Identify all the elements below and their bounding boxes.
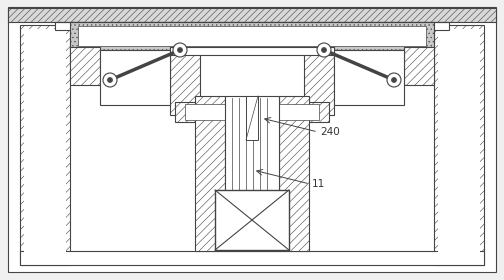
Bar xyxy=(334,50,404,105)
Circle shape xyxy=(317,43,331,57)
Bar xyxy=(175,102,329,122)
Bar xyxy=(185,104,319,120)
Bar xyxy=(78,26,426,46)
Bar xyxy=(170,47,334,55)
Circle shape xyxy=(387,73,401,87)
Bar xyxy=(55,22,449,30)
Circle shape xyxy=(103,73,117,87)
Circle shape xyxy=(177,48,182,53)
Bar xyxy=(279,96,309,251)
Circle shape xyxy=(322,48,327,53)
Bar xyxy=(8,8,496,22)
Text: 11: 11 xyxy=(312,179,325,189)
Text: 240: 240 xyxy=(320,127,340,137)
Bar xyxy=(170,47,200,115)
Bar xyxy=(100,50,170,105)
Bar xyxy=(20,25,70,265)
Circle shape xyxy=(392,78,397,83)
Bar xyxy=(304,47,334,115)
Bar xyxy=(70,25,434,251)
Bar xyxy=(20,251,484,265)
Bar xyxy=(215,190,289,250)
Bar xyxy=(246,96,258,140)
Bar xyxy=(438,29,480,261)
Circle shape xyxy=(107,78,112,83)
Bar xyxy=(195,96,225,251)
Bar xyxy=(24,29,66,261)
Circle shape xyxy=(173,43,187,57)
Bar xyxy=(70,47,100,85)
Bar xyxy=(434,25,484,265)
Bar xyxy=(225,96,279,251)
Bar xyxy=(70,22,434,50)
Bar xyxy=(404,47,434,85)
